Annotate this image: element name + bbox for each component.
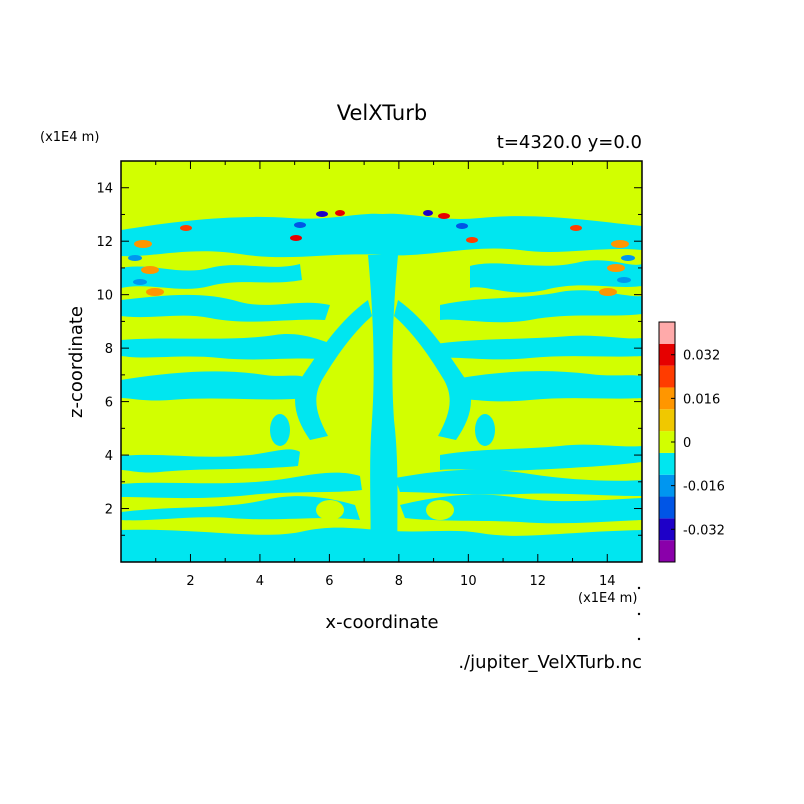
colorbar-swatch <box>659 452 675 475</box>
y-tick-label: 2 <box>105 503 113 518</box>
colorbar-swatch <box>659 322 675 344</box>
colorbar-swatch <box>659 496 675 519</box>
y-unit-label: (x1E4 m) <box>40 130 99 145</box>
band-6-right <box>450 371 642 402</box>
plume-stem <box>368 255 398 562</box>
colorbar-swatch <box>659 365 675 388</box>
x-tick-label: 8 <box>395 574 403 589</box>
colorbar-swatch <box>659 387 675 410</box>
x-unit-label: (x1E4 m) <box>578 591 637 606</box>
plot-frame <box>120 160 643 563</box>
x-tick-label: 12 <box>530 574 547 589</box>
cell-blue <box>133 279 147 285</box>
cell-blue <box>294 222 306 228</box>
eddy <box>181 318 209 334</box>
band-upper <box>121 264 302 289</box>
colorbar-swatch <box>659 343 675 366</box>
cell-red <box>290 235 302 241</box>
colorbar-swatch <box>659 474 675 497</box>
colorbar-label: -0.016 <box>683 480 725 495</box>
cell-red <box>466 237 478 243</box>
cell-orange <box>611 240 629 248</box>
plume-right-arm <box>394 300 471 440</box>
x-tick-label: 14 <box>599 574 616 589</box>
y-tick-label: 12 <box>96 235 113 250</box>
cell-red <box>570 225 582 231</box>
cell-orange <box>599 288 617 296</box>
band-lower <box>121 496 360 521</box>
mark-dot <box>637 612 641 616</box>
x-tick-label: 2 <box>186 574 194 589</box>
cell-orange <box>134 240 152 248</box>
band-6 <box>121 371 310 401</box>
eddy <box>556 318 584 334</box>
colorbar-label: 0.032 <box>683 349 720 364</box>
y-tick-label: 14 <box>96 182 113 197</box>
cell-orange <box>146 288 164 296</box>
source-file: ./jupiter_VelXTurb.nc <box>458 652 642 673</box>
cell-red <box>438 213 450 219</box>
cell-blue <box>456 223 468 229</box>
eddy <box>426 500 454 520</box>
cell-red <box>335 210 345 216</box>
x-axis-label: x-coordinate <box>325 612 438 633</box>
cell-orange <box>607 264 625 272</box>
chart-subtitle: t=4320.0 y=0.0 <box>497 132 642 153</box>
band-10 <box>121 294 330 322</box>
cell-blue <box>621 255 635 261</box>
eddy <box>270 414 290 446</box>
cell-blue <box>128 255 142 261</box>
band-10-right <box>440 290 642 323</box>
x-tick-label: 4 <box>256 574 264 589</box>
band-8-right <box>430 335 642 360</box>
mark-dot <box>637 586 641 590</box>
y-axis-label: z-coordinate <box>66 306 87 418</box>
eddy <box>316 500 344 520</box>
small-eddies <box>181 318 584 520</box>
plume-left-arm <box>295 300 372 440</box>
band-mid <box>121 449 300 473</box>
cell-blue <box>617 277 631 283</box>
cell-blue <box>423 210 433 216</box>
colorbar-swatch <box>659 409 675 432</box>
y-tick-label: 8 <box>105 342 113 357</box>
x-tick-label: 10 <box>460 574 477 589</box>
plot-area <box>121 161 642 562</box>
mark-dot <box>637 637 641 641</box>
cell-orange <box>141 266 159 274</box>
colorbar-label: 0.016 <box>683 392 720 407</box>
colorbar-swatch <box>659 431 675 453</box>
colorbar-label: -0.032 <box>683 523 725 538</box>
chart-title: VelXTurb <box>337 101 427 125</box>
cell-red <box>180 225 192 231</box>
arrow-marks <box>637 586 641 641</box>
band-4-right <box>395 469 642 496</box>
y-axis: 2 4 6 8 10 12 14 <box>96 182 642 536</box>
band-upper-right <box>470 260 642 293</box>
band-lower-right <box>400 494 642 524</box>
y-tick-label: 10 <box>96 289 113 304</box>
colorbar: 0.032 0.016 0 -0.016 -0.032 <box>658 321 725 563</box>
band-4 <box>121 472 362 499</box>
turbulent-cells <box>128 210 635 296</box>
y-tick-label: 4 <box>105 449 113 464</box>
y-tick-label: 6 <box>105 396 113 411</box>
colorbar-swatch <box>659 518 675 541</box>
x-axis: 2 4 6 8 10 12 14 <box>155 161 616 589</box>
x-tick-label: 6 <box>325 574 333 589</box>
eddy <box>475 414 495 446</box>
band-mid-right <box>440 444 642 471</box>
band-top <box>121 213 642 258</box>
cell-blue <box>316 211 328 217</box>
colorbar-swatch <box>659 540 675 562</box>
colorbar-label: 0 <box>683 436 691 451</box>
negative-bands <box>121 213 642 562</box>
band-8 <box>121 334 335 360</box>
